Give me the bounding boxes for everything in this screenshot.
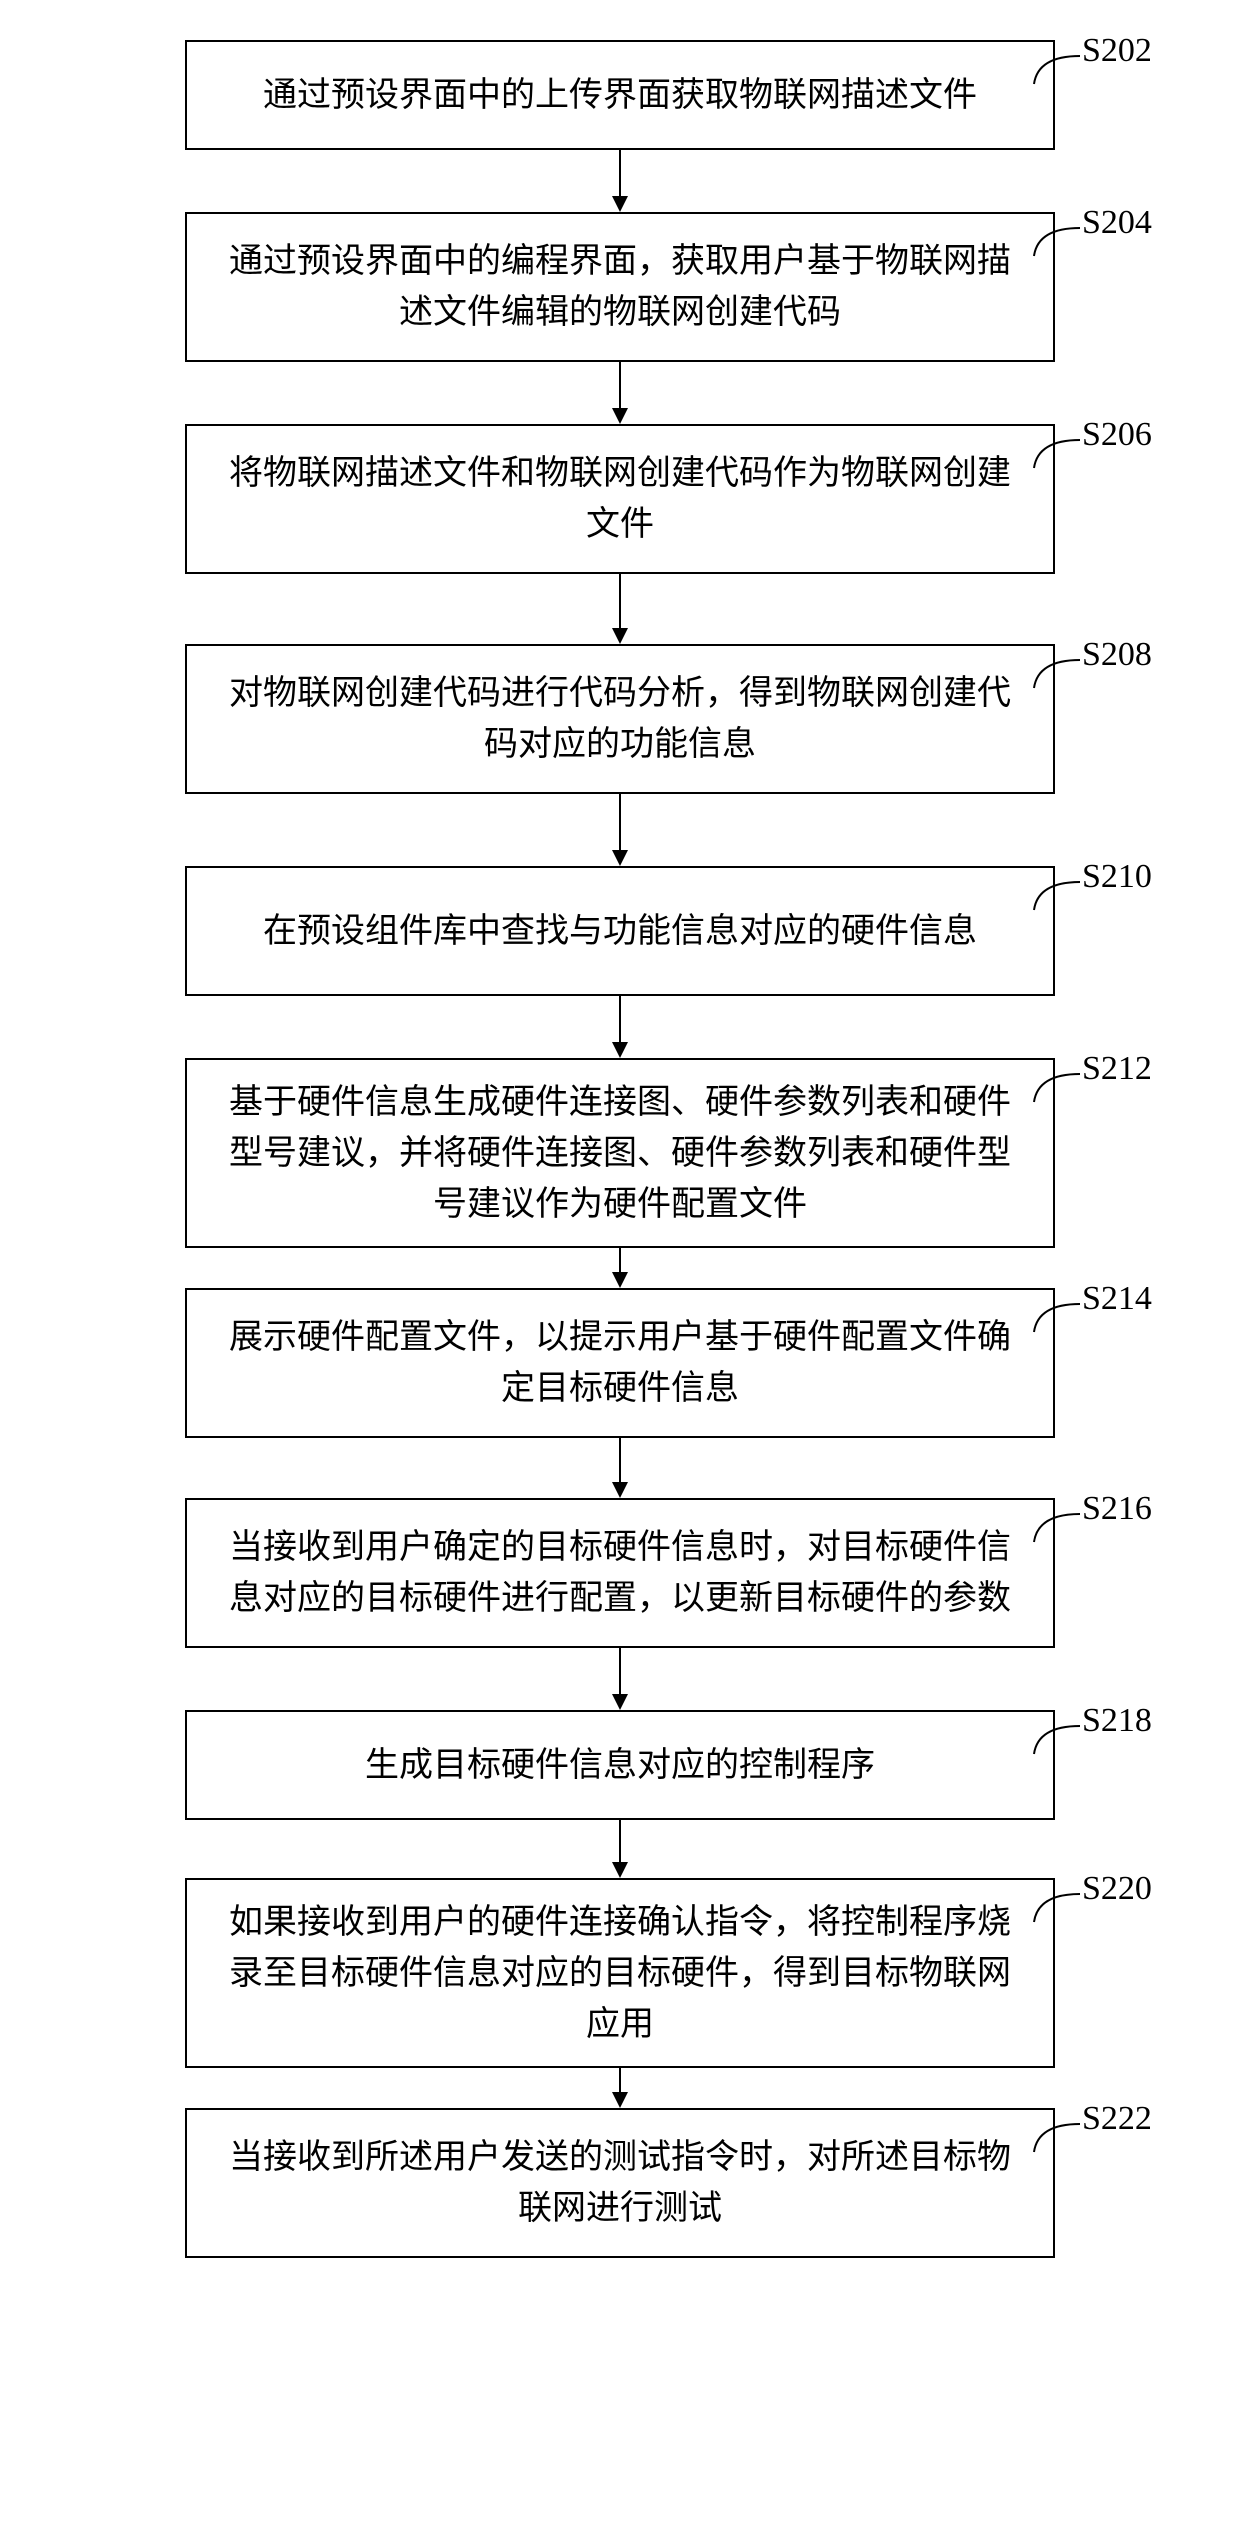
step-connector xyxy=(1032,1072,1082,1104)
step-text: 当接收到用户确定的目标硬件信息时，对目标硬件信息对应的目标硬件进行配置，以更新目… xyxy=(217,1522,1023,1624)
step-label: S204 xyxy=(1082,204,1152,242)
flow-arrow xyxy=(185,150,1055,212)
step-box: 当接收到用户确定的目标硬件信息时，对目标硬件信息对应的目标硬件进行配置，以更新目… xyxy=(185,1498,1055,1648)
step-text: 将物联网描述文件和物联网创建代码作为物联网创建文件 xyxy=(217,448,1023,550)
step-label: S212 xyxy=(1082,1050,1152,1088)
flowchart-step: 如果接收到用户的硬件连接确认指令，将控制程序烧录至目标硬件信息对应的目标硬件，得… xyxy=(60,1878,1180,2068)
flow-arrow xyxy=(185,996,1055,1058)
step-label: S214 xyxy=(1082,1280,1152,1318)
flow-arrow xyxy=(185,1248,1055,1288)
flowchart-step: 将物联网描述文件和物联网创建代码作为物联网创建文件 S206 xyxy=(60,424,1180,574)
flowchart-container: 通过预设界面中的上传界面获取物联网描述文件 S202 通过预设界面中的编程界面，… xyxy=(60,40,1180,2258)
step-label: S210 xyxy=(1082,858,1152,896)
flow-arrow xyxy=(185,574,1055,644)
flow-arrow xyxy=(185,362,1055,424)
step-text: 通过预设界面中的编程界面，获取用户基于物联网描述文件编辑的物联网创建代码 xyxy=(217,236,1023,338)
step-text: 展示硬件配置文件，以提示用户基于硬件配置文件确定目标硬件信息 xyxy=(217,1312,1023,1414)
step-connector xyxy=(1032,880,1082,912)
step-label: S206 xyxy=(1082,416,1152,454)
step-connector xyxy=(1032,226,1082,258)
flowchart-step: 通过预设界面中的编程界面，获取用户基于物联网描述文件编辑的物联网创建代码 S20… xyxy=(60,212,1180,362)
flowchart-step: 通过预设界面中的上传界面获取物联网描述文件 S202 xyxy=(60,40,1180,150)
step-label: S220 xyxy=(1082,1870,1152,1908)
flow-arrow xyxy=(185,2068,1055,2108)
step-text: 基于硬件信息生成硬件连接图、硬件参数列表和硬件型号建议，并将硬件连接图、硬件参数… xyxy=(217,1077,1023,1230)
step-connector xyxy=(1032,1724,1082,1756)
step-box: 对物联网创建代码进行代码分析，得到物联网创建代码对应的功能信息 xyxy=(185,644,1055,794)
step-label: S218 xyxy=(1082,1702,1152,1740)
step-box: 当接收到所述用户发送的测试指令时，对所述目标物联网进行测试 xyxy=(185,2108,1055,2258)
step-connector xyxy=(1032,1302,1082,1334)
step-box: 基于硬件信息生成硬件连接图、硬件参数列表和硬件型号建议，并将硬件连接图、硬件参数… xyxy=(185,1058,1055,1248)
flow-arrow xyxy=(185,1438,1055,1498)
step-connector xyxy=(1032,2122,1082,2154)
step-text: 对物联网创建代码进行代码分析，得到物联网创建代码对应的功能信息 xyxy=(217,668,1023,770)
flowchart-step: 基于硬件信息生成硬件连接图、硬件参数列表和硬件型号建议，并将硬件连接图、硬件参数… xyxy=(60,1058,1180,1248)
flowchart-step: 在预设组件库中查找与功能信息对应的硬件信息 S210 xyxy=(60,866,1180,996)
step-text: 如果接收到用户的硬件连接确认指令，将控制程序烧录至目标硬件信息对应的目标硬件，得… xyxy=(217,1897,1023,2050)
flow-arrow xyxy=(185,1648,1055,1710)
flowchart-step: 展示硬件配置文件，以提示用户基于硬件配置文件确定目标硬件信息 S214 xyxy=(60,1288,1180,1438)
step-connector xyxy=(1032,54,1082,86)
step-text: 在预设组件库中查找与功能信息对应的硬件信息 xyxy=(263,906,977,957)
step-label: S222 xyxy=(1082,2100,1152,2138)
step-box: 如果接收到用户的硬件连接确认指令，将控制程序烧录至目标硬件信息对应的目标硬件，得… xyxy=(185,1878,1055,2068)
step-connector xyxy=(1032,658,1082,690)
step-label: S202 xyxy=(1082,32,1152,70)
step-connector xyxy=(1032,1512,1082,1544)
step-box: 将物联网描述文件和物联网创建代码作为物联网创建文件 xyxy=(185,424,1055,574)
step-label: S208 xyxy=(1082,636,1152,674)
flowchart-step: 生成目标硬件信息对应的控制程序 S218 xyxy=(60,1710,1180,1820)
step-text: 当接收到所述用户发送的测试指令时，对所述目标物联网进行测试 xyxy=(217,2132,1023,2234)
flowchart-step: 当接收到用户确定的目标硬件信息时，对目标硬件信息对应的目标硬件进行配置，以更新目… xyxy=(60,1498,1180,1648)
flow-arrow xyxy=(185,794,1055,866)
step-box: 展示硬件配置文件，以提示用户基于硬件配置文件确定目标硬件信息 xyxy=(185,1288,1055,1438)
step-connector xyxy=(1032,1892,1082,1924)
flow-arrow xyxy=(185,1820,1055,1878)
step-box: 通过预设界面中的上传界面获取物联网描述文件 xyxy=(185,40,1055,150)
step-box: 在预设组件库中查找与功能信息对应的硬件信息 xyxy=(185,866,1055,996)
step-text: 生成目标硬件信息对应的控制程序 xyxy=(365,1740,875,1791)
step-box: 通过预设界面中的编程界面，获取用户基于物联网描述文件编辑的物联网创建代码 xyxy=(185,212,1055,362)
step-text: 通过预设界面中的上传界面获取物联网描述文件 xyxy=(263,70,977,121)
step-label: S216 xyxy=(1082,1490,1152,1528)
step-box: 生成目标硬件信息对应的控制程序 xyxy=(185,1710,1055,1820)
flowchart-step: 当接收到所述用户发送的测试指令时，对所述目标物联网进行测试 S222 xyxy=(60,2108,1180,2258)
step-connector xyxy=(1032,438,1082,470)
flowchart-step: 对物联网创建代码进行代码分析，得到物联网创建代码对应的功能信息 S208 xyxy=(60,644,1180,794)
